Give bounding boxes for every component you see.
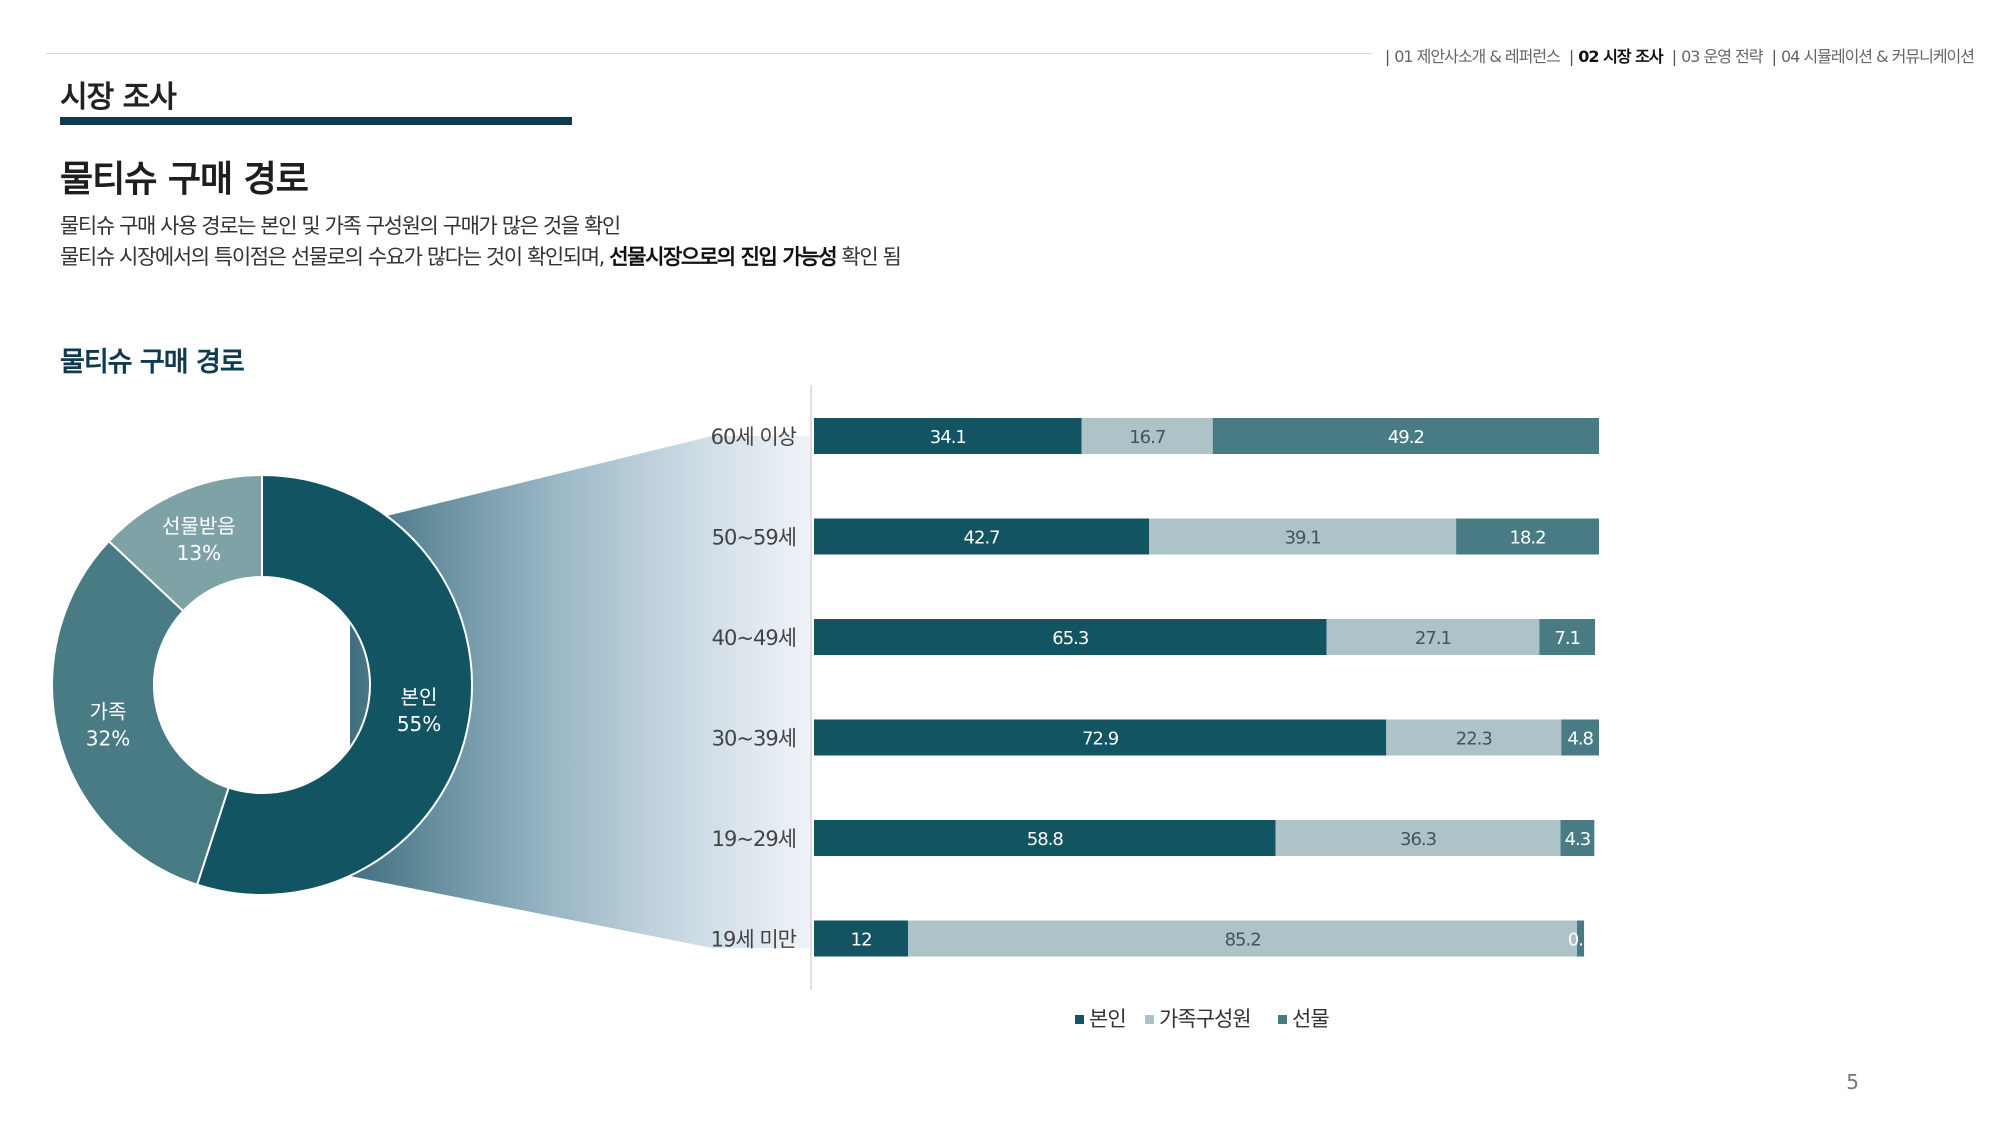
section-title: 시장 조사 (60, 80, 177, 115)
donut-slice-label: 가족 (90, 700, 127, 724)
description-highlight: 선물시장으로의 진입 가능성 (609, 245, 837, 269)
section-title-underline (60, 117, 572, 125)
page-number: 5 (1846, 1070, 1859, 1094)
description-line-2-prefix: 물티슈 시장에서의 특이점은 선물로의 수요가 많다는 것이 확인되며, (60, 245, 605, 269)
bar-segment (1081, 418, 1213, 454)
description-line-2-suffix: 확인 됨 (841, 245, 901, 269)
bar-segment (814, 518, 1150, 555)
nav-item-company[interactable]: 01 제안사소개 & 레퍼런스 (1394, 47, 1561, 66)
donut-slice (51, 539, 230, 886)
page-heading: 물티슈 구매 경로 (60, 159, 309, 200)
bar-segment (1456, 518, 1599, 555)
donut-slice-label: 선물받음 (162, 514, 236, 538)
donut-slice (107, 473, 263, 613)
bar-data-label: 42.7 (964, 528, 1000, 549)
category-label: 19세 미만 (711, 928, 797, 952)
donut-slice-value: 13% (177, 541, 221, 565)
bar-data-label: 85.2 (1225, 930, 1261, 951)
donut-slice (195, 473, 473, 896)
nav-item-strategy[interactable]: 03 운영 전략 (1681, 47, 1763, 66)
bar-segment (1386, 719, 1562, 756)
description-line-2: 물티슈 시장에서의 특이점은 선물로의 수요가 많다는 것이 확인되며, 선물시… (60, 242, 902, 273)
bar-data-label: 22.3 (1456, 729, 1493, 750)
bar-data-label: 39.1 (1285, 528, 1321, 549)
bar-data-label: 16.7 (1129, 427, 1165, 448)
bar-data-label: 34.1 (930, 427, 966, 448)
bar-data-label: 18.2 (1510, 528, 1546, 549)
bar-data-label: 49.2 (1388, 427, 1424, 448)
donut-slice-value: 55% (397, 712, 441, 736)
chart-title: 물티슈 구매 경로 (60, 347, 245, 378)
bar-segment (1560, 820, 1595, 856)
nav-separator: | (1671, 47, 1677, 66)
bar-data-label: 72.9 (1082, 729, 1119, 750)
legend-label: 본인 (1089, 1007, 1126, 1031)
bar-segment (1326, 619, 1540, 655)
description-line-1: 물티슈 구매 사용 경로는 본인 및 가족 구성원의 구매가 많은 것을 확인 (60, 214, 621, 238)
bar-data-label: 36.3 (1400, 829, 1437, 850)
bar-segment (814, 619, 1327, 655)
category-label: 30~39세 (712, 727, 796, 751)
bar-segment (1539, 619, 1596, 655)
legend-swatch (1278, 1015, 1287, 1024)
bar-data-label: 58.8 (1027, 829, 1064, 850)
bar-data-label: 12 (851, 930, 872, 951)
bar-data-label: 4.8 (1567, 729, 1593, 750)
bar-data-label: 65.3 (1052, 628, 1089, 649)
bar-segment (1149, 518, 1457, 555)
bar-segment (814, 820, 1276, 856)
category-label: 50~59세 (712, 526, 796, 550)
nav-item-market-research[interactable]: 02 시장 조사 (1578, 47, 1663, 66)
bar-segment (1577, 920, 1585, 957)
category-label: 19~29세 (712, 827, 796, 851)
section-nav: | 01 제안사소개 & 레퍼런스 | 02 시장 조사 | 03 운영 전략 | 04… (1380, 43, 1975, 67)
bar-segment (1561, 719, 1599, 756)
bar-segment (814, 920, 909, 957)
category-label: 40~49세 (712, 626, 796, 650)
donut-slice-label: 본인 (401, 685, 438, 709)
nav-separator: | (1568, 47, 1574, 66)
legend-swatch (1075, 1015, 1084, 1024)
header-divider (46, 53, 1372, 54)
zoom-connector (350, 436, 812, 948)
bar-segment (1212, 418, 1599, 454)
legend-swatch (1145, 1015, 1154, 1024)
nav-separator: | (1771, 47, 1777, 66)
bar-segment (908, 920, 1578, 957)
donut-slice-value: 32% (86, 727, 130, 751)
bar-segment (814, 418, 1082, 454)
bar-data-label: 0.9 (1568, 930, 1594, 951)
bar-segment (1275, 820, 1561, 856)
description: 물티슈 구매 사용 경로는 본인 및 가족 구성원의 구매가 많은 것을 확인 … (60, 211, 902, 273)
bar-data-label: 7.1 (1554, 628, 1580, 649)
bar-data-label: 4.3 (1565, 829, 1591, 850)
bar-data-label: 27.1 (1415, 628, 1451, 649)
legend-label: 선물 (1292, 1007, 1329, 1031)
bar-segment (814, 719, 1387, 756)
category-label: 60세 이상 (711, 425, 797, 449)
legend-label: 가족구성원 (1159, 1007, 1251, 1031)
nav-item-simulation[interactable]: 04 시뮬레이션 & 커뮤니케이션 (1780, 47, 1975, 66)
nav-separator: | (1384, 47, 1390, 66)
